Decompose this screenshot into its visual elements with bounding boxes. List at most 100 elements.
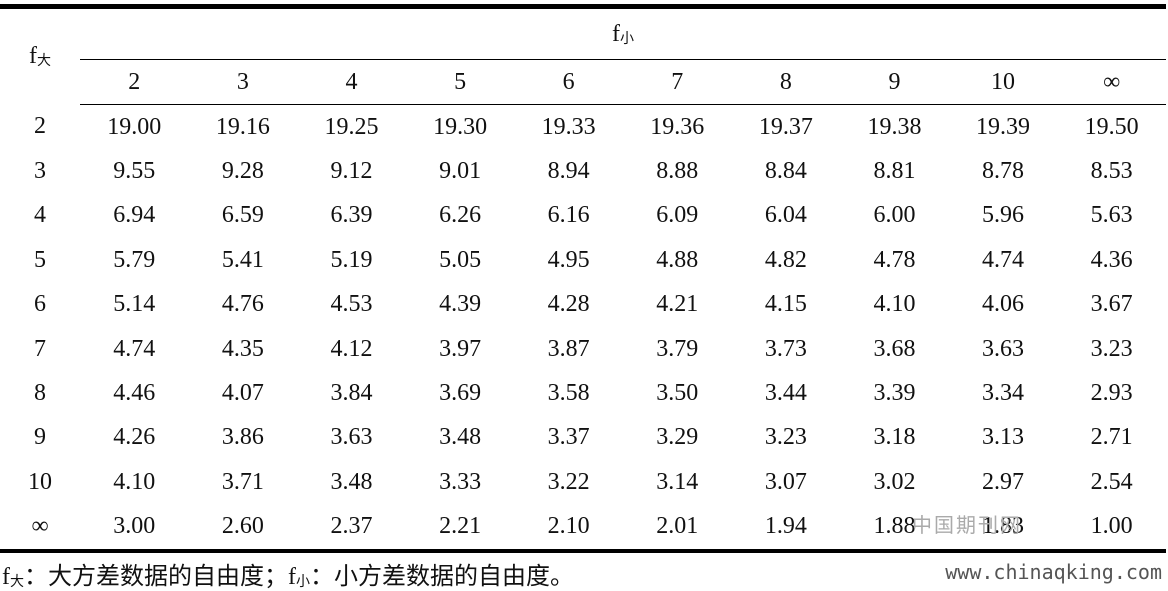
row-label: 9 — [34, 424, 46, 451]
cell: 3.87 — [547, 335, 590, 362]
cell: 2.97 — [982, 468, 1025, 495]
cell: 3.02 — [873, 468, 916, 495]
cell: 3.13 — [982, 424, 1025, 451]
column-label: 2 — [80, 59, 189, 105]
cell: 19.37 — [758, 113, 813, 140]
table-row: 2 19.00 19.16 19.25 19.30 19.33 19.36 19.37 19.3… — [0, 105, 1166, 150]
cell: 3.14 — [656, 468, 699, 495]
cell: 3.18 — [873, 424, 916, 451]
cell: 8.53 — [1090, 158, 1133, 185]
cell: 4.82 — [764, 246, 807, 273]
cell: 3.37 — [547, 424, 590, 451]
cell: 3.22 — [547, 468, 590, 495]
cell: 4.10 — [873, 291, 916, 318]
header-row: f大 f小 — [0, 4, 1166, 105]
cell: 9.28 — [221, 158, 264, 185]
footnote-part: f — [2, 564, 10, 590]
cell: 1.88 — [840, 504, 949, 553]
cell: 4.28 — [547, 291, 590, 318]
column-label: ∞ — [1057, 59, 1166, 105]
cell: 3.00 — [80, 504, 189, 553]
cell: 3.48 — [330, 468, 373, 495]
cell: 5.41 — [221, 246, 264, 273]
col-header: f小 — [80, 4, 1166, 60]
column-label: 4 — [297, 59, 406, 105]
cell: 1.94 — [731, 504, 841, 553]
cell: 2.21 — [405, 504, 515, 553]
table-row: ∞ 3.00 2.60 2.37 2.21 2.10 2.01 1.94 1.88 1.83 1.0… — [0, 504, 1166, 553]
table-row: 8 4.46 4.07 3.84 3.69 3.58 3.50 3.44 3.39 3.34 2.9… — [0, 371, 1166, 415]
cell: 4.36 — [1090, 246, 1133, 273]
cell: 2.54 — [1090, 468, 1133, 495]
row-header: f大 — [0, 4, 80, 105]
cell: 4.12 — [330, 335, 373, 362]
row-label: 3 — [34, 158, 46, 185]
cell: 8.88 — [656, 158, 699, 185]
footnote-part: 小 — [296, 575, 310, 590]
table-row: 7 4.74 4.35 4.12 3.97 3.87 3.79 3.73 3.68 3.63 3.2… — [0, 327, 1166, 371]
cell: 6.04 — [764, 202, 807, 229]
cell: 2.93 — [1090, 380, 1133, 407]
cell: 4.74 — [982, 246, 1025, 273]
footnote-part: f — [288, 564, 296, 590]
cell: 8.81 — [873, 158, 916, 185]
cell: 3.44 — [764, 380, 807, 407]
cell: 4.46 — [113, 380, 156, 407]
col-header-sub: 小 — [620, 31, 634, 47]
cell: 6.00 — [873, 202, 916, 229]
row-label: 5 — [34, 246, 46, 273]
cell: 4.21 — [656, 291, 699, 318]
row-label: 8 — [34, 380, 46, 407]
footnote-part: ：小方差数据的自由度。 — [310, 564, 574, 590]
row-label: 10 — [28, 468, 52, 495]
cell: 3.33 — [439, 468, 482, 495]
row-label: 6 — [34, 291, 46, 318]
cell: 19.50 — [1084, 113, 1139, 140]
cell: 9.12 — [330, 158, 373, 185]
cell: 5.63 — [1090, 202, 1133, 229]
cell: 4.53 — [330, 291, 373, 318]
cell: 3.63 — [330, 424, 373, 451]
table-row: 4 6.94 6.59 6.39 6.26 6.16 6.09 6.04 6.00 5.96 5.6… — [0, 194, 1166, 238]
cell: 3.69 — [439, 380, 482, 407]
cell: 4.07 — [221, 380, 264, 407]
cell: 3.34 — [982, 380, 1025, 407]
row-header-main: f — [29, 43, 37, 70]
cell: 5.14 — [113, 291, 156, 318]
cell: 3.68 — [873, 335, 916, 362]
row-label: 4 — [34, 202, 46, 229]
cell: 19.00 — [107, 113, 162, 140]
cell: 4.76 — [221, 291, 264, 318]
cell: 8.84 — [764, 158, 807, 185]
footnote: f大：大方差数据的自由度；f小：小方差数据的自由度。 — [2, 556, 574, 591]
cell: 5.79 — [113, 246, 156, 273]
column-label: 7 — [622, 59, 732, 105]
cell: 3.50 — [656, 380, 699, 407]
cell: 19.39 — [976, 113, 1031, 140]
cell: 3.79 — [656, 335, 699, 362]
cell: 9.55 — [113, 158, 156, 185]
cell: 4.35 — [221, 335, 264, 362]
cell: 19.16 — [215, 113, 270, 140]
cell: 3.63 — [982, 335, 1025, 362]
cell: 4.10 — [113, 468, 156, 495]
column-label: 6 — [514, 59, 623, 105]
cell: 3.58 — [547, 380, 590, 407]
cell: 3.29 — [656, 424, 699, 451]
cell: 4.74 — [113, 335, 156, 362]
cell: 2.01 — [622, 504, 732, 553]
cell: 3.84 — [330, 380, 373, 407]
cell: 3.39 — [873, 380, 916, 407]
cell: 5.19 — [330, 246, 373, 273]
cell: 19.38 — [867, 113, 922, 140]
row-label: 2 — [34, 113, 46, 140]
watermark-url: www.chinaqking.com — [945, 560, 1162, 584]
cell: 2.10 — [514, 504, 623, 553]
footnote-part: ：大方差数据的自由度； — [24, 564, 288, 590]
cell: 19.30 — [433, 113, 488, 140]
table-body: 2 19.00 19.16 19.25 19.30 19.33 19.36 19.37 19.3… — [0, 105, 1166, 553]
cell: 4.39 — [439, 291, 482, 318]
cell: 4.26 — [113, 424, 156, 451]
cell: 3.71 — [221, 468, 264, 495]
cell: 3.48 — [439, 424, 482, 451]
